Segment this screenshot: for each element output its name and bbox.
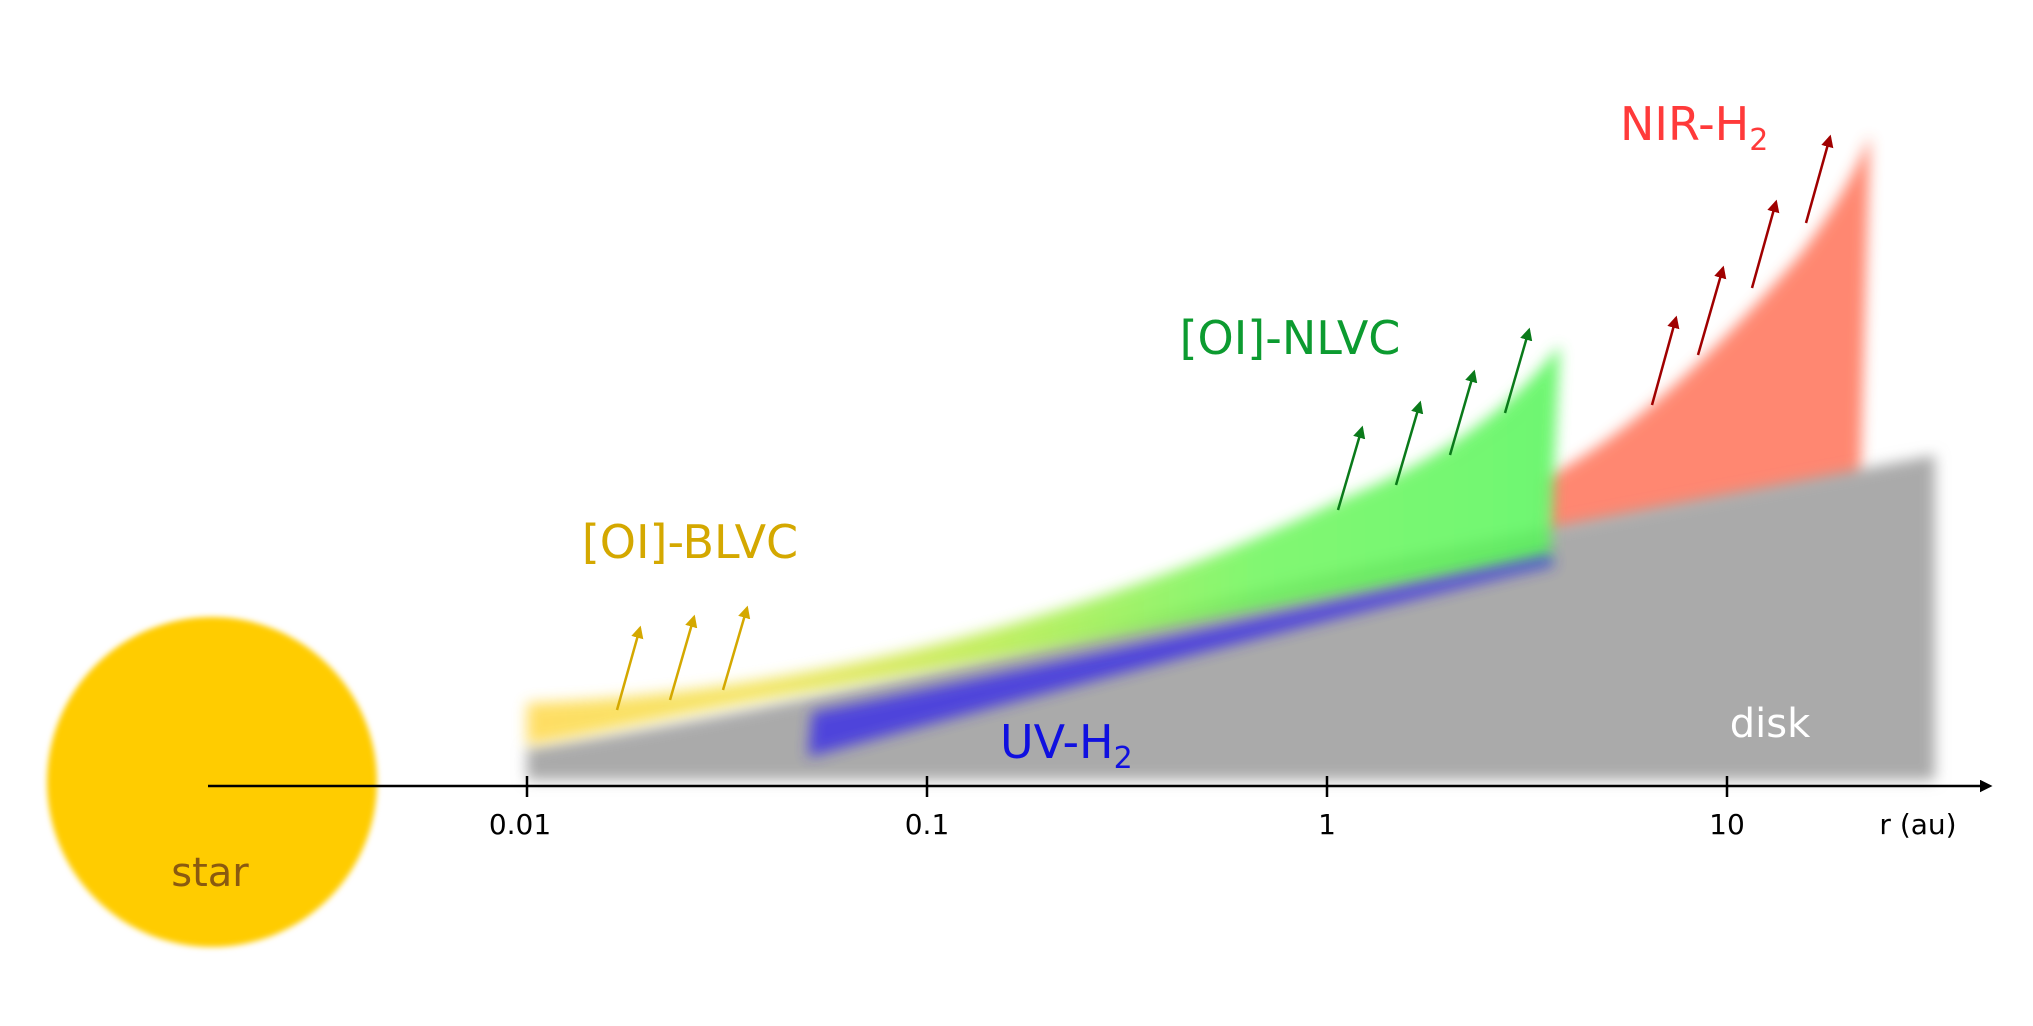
uv-h2-label-sub: 2 xyxy=(1114,741,1133,776)
oi-nlvc-label-text: [OI]-NLVC xyxy=(1180,311,1401,365)
axis-ticks xyxy=(525,776,1729,797)
tick-label-10: 10 xyxy=(1709,808,1745,841)
nir-arrow-4 xyxy=(1804,134,1834,224)
axis-unit-label: r (au) xyxy=(1879,808,1956,841)
oi-blvc-nlvc-region xyxy=(527,345,1560,745)
nlvc-arrow-4 xyxy=(1503,327,1533,414)
uv-h2-region xyxy=(808,555,1555,757)
nir-h2-label: NIR-H2 xyxy=(1620,97,1768,158)
disk xyxy=(527,455,1935,780)
nir-h2-region xyxy=(1545,135,1870,540)
oi-blvc-label: [OI]-BLVC xyxy=(582,515,798,569)
nlvc-arrow-1 xyxy=(1336,425,1366,511)
nlvc-arrow-2 xyxy=(1394,400,1424,486)
blvc-arrow-2 xyxy=(668,614,698,701)
oi-nlvc-label: [OI]-NLVC xyxy=(1180,311,1401,365)
star xyxy=(47,617,377,947)
nir-h2-label-sub: 2 xyxy=(1749,123,1768,158)
nir-arrow-2 xyxy=(1696,265,1727,356)
nir-arrow-3 xyxy=(1750,199,1780,289)
oi-blvc-arrows xyxy=(615,605,751,711)
oi-blvc-label-text: [OI]-BLVC xyxy=(582,515,798,569)
tick-label-1: 1 xyxy=(1318,808,1336,841)
nir-h2-label-text: NIR-H xyxy=(1620,97,1749,151)
oi-nlvc-arrows xyxy=(1336,327,1533,511)
uv-h2-label: UV-H2 xyxy=(1000,715,1133,776)
uv-h2-label-text: UV-H xyxy=(1000,715,1114,769)
nlvc-arrow-3 xyxy=(1448,369,1478,456)
nir-h2-arrows xyxy=(1650,134,1834,406)
blvc-arrow-1 xyxy=(615,625,644,711)
tick-label-0-01: 0.01 xyxy=(489,808,551,841)
star-label: star xyxy=(171,850,249,896)
tick-label-0-1: 0.1 xyxy=(905,808,950,841)
blvc-arrow-3 xyxy=(721,605,751,691)
disk-label: disk xyxy=(1730,701,1811,747)
nir-arrow-1 xyxy=(1650,315,1680,406)
